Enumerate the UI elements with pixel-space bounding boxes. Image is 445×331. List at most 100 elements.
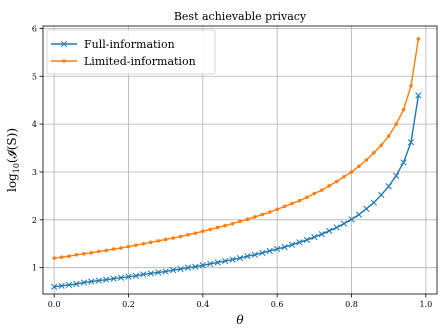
data-point xyxy=(95,277,102,284)
data-point xyxy=(103,276,110,283)
data-point xyxy=(134,243,138,247)
x-marker-stroke xyxy=(221,257,229,265)
data-point xyxy=(260,212,265,217)
data-point xyxy=(89,251,94,255)
x-marker-stroke xyxy=(155,269,162,276)
x-tick-label: 0.6 xyxy=(271,300,284,309)
data-point xyxy=(221,257,229,265)
data-point xyxy=(392,172,400,179)
data-point xyxy=(357,164,361,169)
legend-entry: Full-information xyxy=(51,38,175,51)
x-marker-stroke xyxy=(58,282,65,290)
data-point xyxy=(274,245,281,253)
x-marker-stroke xyxy=(207,260,214,268)
x-marker-stroke xyxy=(296,239,303,246)
x-marker-stroke xyxy=(370,199,377,206)
x-marker-stroke xyxy=(192,263,199,270)
y-tick-label: 6 xyxy=(32,24,37,33)
data-point xyxy=(163,237,168,242)
data-point xyxy=(236,254,244,262)
x-marker-stroke xyxy=(400,159,407,166)
chart-title: Best achievable privacy xyxy=(174,10,307,23)
data-point xyxy=(386,134,391,138)
data-point xyxy=(104,248,108,253)
data-point xyxy=(74,252,79,257)
series-full-information xyxy=(50,92,422,290)
x-tick-label: 0.8 xyxy=(345,300,358,309)
x-marker-stroke xyxy=(88,278,95,285)
legend-entry: Limited-information xyxy=(51,55,196,68)
x-marker-stroke xyxy=(251,251,259,258)
x-marker-stroke xyxy=(318,231,325,238)
data-point xyxy=(238,219,242,224)
x-marker-stroke xyxy=(169,266,177,274)
data-point xyxy=(288,241,296,248)
data-point xyxy=(82,252,86,256)
x-axis-label: θ xyxy=(236,313,244,327)
data-point xyxy=(409,84,413,88)
data-point xyxy=(334,179,339,184)
data-point xyxy=(201,229,205,234)
y-tick-label: 5 xyxy=(32,72,37,81)
data-point xyxy=(400,159,407,166)
data-point xyxy=(401,107,406,112)
data-point xyxy=(297,198,302,203)
y-axis-label-log: log xyxy=(5,173,19,192)
data-point xyxy=(186,232,190,237)
x-marker-stroke xyxy=(311,233,318,241)
data-point xyxy=(117,274,125,281)
y-axis-label-arg: (𝓘(S)) xyxy=(5,128,19,163)
data-point xyxy=(147,270,154,277)
data-point xyxy=(177,265,184,273)
x-marker-stroke xyxy=(244,253,251,260)
data-point xyxy=(244,253,251,260)
data-point xyxy=(140,271,147,278)
data-point xyxy=(215,225,220,230)
x-marker-stroke xyxy=(392,172,400,179)
data-point xyxy=(326,227,333,234)
data-point xyxy=(245,217,250,222)
x-marker-stroke xyxy=(140,271,147,278)
data-point xyxy=(125,273,132,280)
data-point xyxy=(192,263,199,270)
x-marker-stroke xyxy=(333,224,340,231)
data-point xyxy=(148,240,153,245)
data-point xyxy=(73,280,80,288)
x-marker-stroke xyxy=(303,236,311,244)
x-marker-stroke xyxy=(363,205,370,212)
data-point xyxy=(370,199,377,206)
x-marker-stroke xyxy=(340,220,348,227)
data-point xyxy=(230,221,235,226)
data-point xyxy=(348,216,355,223)
y-tick-label: 1 xyxy=(32,264,37,273)
series-limited-information xyxy=(52,37,421,260)
x-marker-stroke xyxy=(50,283,58,290)
x-marker-stroke xyxy=(378,191,385,199)
data-point xyxy=(363,205,370,212)
y-tick-label: 3 xyxy=(32,168,37,177)
data-point xyxy=(59,255,64,259)
data-point xyxy=(229,256,236,263)
legend-marker xyxy=(62,59,66,63)
x-marker-stroke xyxy=(274,245,281,253)
y-axis-label-sub: 10 xyxy=(12,163,21,173)
legend-box xyxy=(46,29,216,75)
data-point xyxy=(67,254,71,258)
x-marker-stroke xyxy=(184,264,192,271)
data-point xyxy=(303,236,311,244)
data-point xyxy=(155,269,162,276)
x-marker-stroke xyxy=(229,256,236,263)
data-point xyxy=(290,201,294,206)
data-point xyxy=(327,184,332,188)
axis-ticks: 0.0 0.2 0.4 0.6 0.8 1.0 1 2 3 4 5 6 xyxy=(32,24,432,309)
data-point xyxy=(355,211,363,218)
data-point xyxy=(275,207,279,212)
data-point xyxy=(416,37,421,41)
data-point xyxy=(266,247,273,255)
legend-label: Full-information xyxy=(84,38,175,51)
data-point xyxy=(162,268,169,275)
legend-label: Limited-information xyxy=(84,55,196,68)
x-marker-stroke xyxy=(326,227,333,234)
data-point xyxy=(253,215,257,219)
